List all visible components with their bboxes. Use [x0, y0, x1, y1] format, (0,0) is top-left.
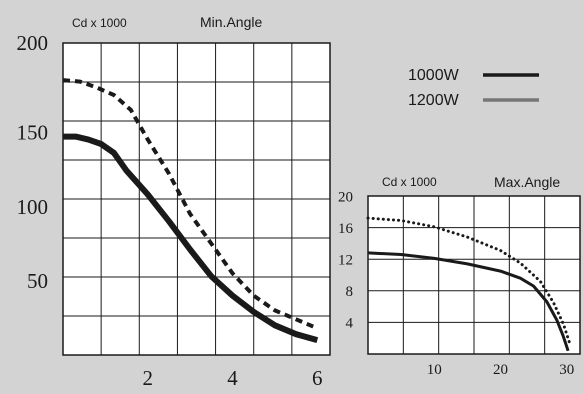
y-tick-label: 50 — [27, 269, 48, 293]
max-angle-chart: 10 20 30 4 8 12 16 20 Cd x 1000 Max.Angle — [338, 174, 581, 378]
series-line-dotted — [366, 216, 572, 346]
y-tick-label: 16 — [338, 221, 354, 237]
x-tick-label: 4 — [227, 366, 238, 390]
min-angle-title: Min.Angle — [200, 14, 262, 30]
y-tick-label: 8 — [346, 284, 354, 300]
y-tick-label: 100 — [17, 195, 49, 219]
min-angle-grid — [63, 43, 330, 355]
y-tick-label: 150 — [17, 120, 49, 144]
max-angle-series — [366, 216, 572, 352]
series-line-solid — [63, 133, 319, 343]
min-angle-series — [62, 78, 319, 343]
max-angle-unit-label: Cd x 1000 — [382, 175, 437, 189]
x-tick-label: 10 — [427, 362, 442, 378]
legend: 1000W 1200W — [408, 67, 539, 109]
y-tick-label: 200 — [17, 31, 49, 55]
legend-label-1200w: 1200W — [408, 92, 460, 109]
y-tick-label: 4 — [346, 316, 354, 332]
y-tick-label: 20 — [338, 189, 353, 205]
min-angle-chart: 2 4 6 50 100 150 200 Cd x 1000 Min.Angle — [17, 14, 331, 390]
max-angle-tick-labels: 10 20 30 4 8 12 16 20 — [338, 189, 574, 378]
min-angle-tick-labels: 2 4 6 50 100 150 200 — [17, 31, 323, 390]
max-angle-title: Max.Angle — [494, 174, 560, 190]
y-tick-label: 12 — [338, 252, 353, 268]
legend-label-1000w: 1000W — [408, 67, 460, 84]
x-tick-label: 20 — [493, 362, 508, 378]
series-line-solid — [367, 251, 570, 352]
x-tick-label: 6 — [312, 366, 323, 390]
series-line-dashed — [62, 78, 319, 331]
x-tick-label: 2 — [143, 366, 154, 390]
min-angle-unit-label: Cd x 1000 — [72, 16, 127, 30]
x-tick-label: 30 — [559, 362, 574, 378]
